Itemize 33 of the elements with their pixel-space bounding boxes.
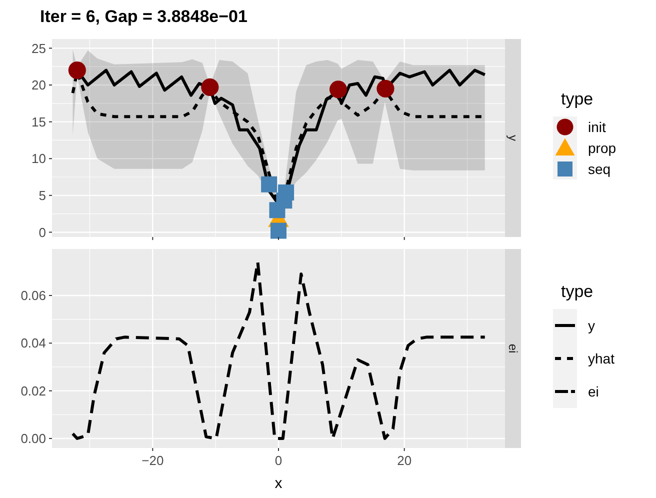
x-tick-label: 20 [397,453,412,468]
legend-label: init [588,118,606,135]
point [270,222,286,239]
point [261,176,278,192]
legend-label: y [588,317,595,334]
point [329,80,348,98]
y-tick-label: 5 [38,188,46,203]
y-tick-label: 0 [38,224,46,240]
y-tick-label: 0.06 [20,288,46,304]
text: ei [588,383,599,400]
point [269,202,286,218]
x-tick-label: −20 [142,453,164,468]
x-tick-label: 0 [274,453,282,468]
y2-axis-title: y [506,135,520,141]
point [201,78,219,96]
legend-label: yhat [588,350,615,366]
y-tick-label: 0.04 [20,336,46,351]
chart-title: Iter = 6, Gap = 3.8848e−01 [40,7,248,26]
legend-label: prop [588,140,616,156]
legend-title: type [561,282,594,301]
x-axis-title: x [274,475,283,492]
point [376,80,394,98]
y-tick-label: 15 [32,114,46,130]
y-tick-label: 0.02 [20,383,46,398]
line-series [71,260,486,440]
y-tick-label: 0.00 [20,431,46,446]
legend-title: type [561,90,594,108]
point [68,61,86,80]
y2-axis-title: ei [506,344,520,354]
y-tick-label: 20 [32,78,46,93]
y-tick-label: 25 [32,40,46,56]
y-tick-label: 10 [32,151,46,166]
legend-label: seq [588,160,611,177]
